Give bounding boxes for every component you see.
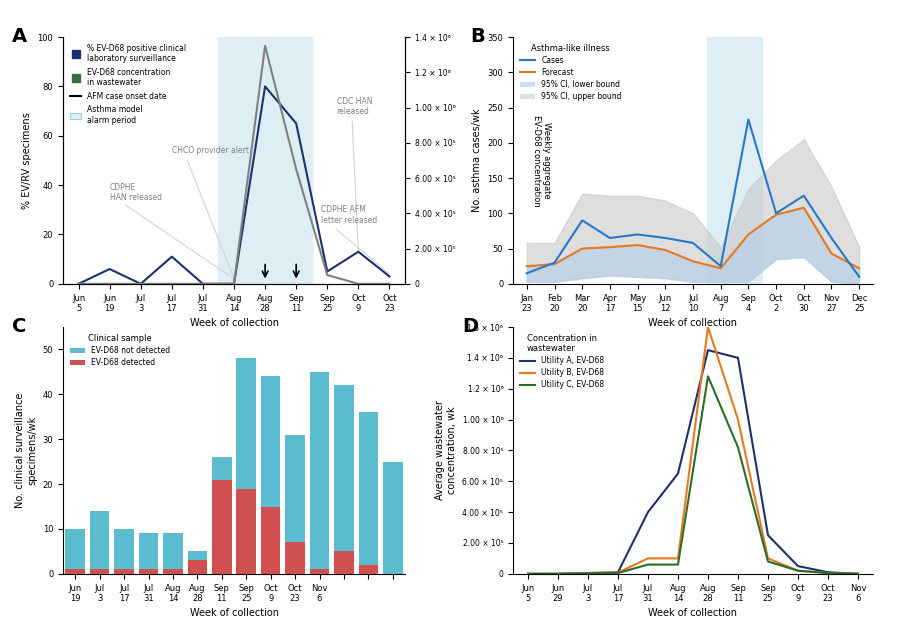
Utility A, EV-D68: [523, 570, 534, 578]
Text: CDPHE
HAN released: CDPHE HAN released: [110, 183, 162, 202]
Bar: [237, 358, 256, 489]
Utility C, EV-D68: [672, 561, 683, 568]
Bar: [139, 569, 158, 574]
Bar: [285, 435, 305, 542]
Utility C, EV-D68: [793, 567, 804, 574]
Utility B, EV-D68: [672, 555, 683, 562]
Bar: [90, 569, 110, 574]
Bar: [163, 534, 183, 569]
Utility B, EV-D68: [703, 323, 714, 331]
Utility B, EV-D68: [582, 569, 593, 577]
Utility C, EV-D68: [582, 569, 593, 577]
Utility A, EV-D68: [733, 354, 743, 362]
Utility C, EV-D68: [643, 561, 653, 568]
Y-axis label: No. clinical surveillance
specimens/wk: No. clinical surveillance specimens/wk: [15, 393, 37, 508]
Bar: [310, 372, 329, 569]
Bar: [219, 37, 311, 284]
Utility C, EV-D68: [613, 569, 624, 577]
Text: D: D: [463, 317, 479, 336]
Bar: [285, 542, 305, 574]
Y-axis label: % EV/RV specimens: % EV/RV specimens: [22, 112, 32, 209]
Bar: [212, 479, 231, 574]
Line: Utility A, EV-D68: Utility A, EV-D68: [528, 350, 858, 574]
Text: A: A: [12, 27, 27, 46]
X-axis label: Week of collection: Week of collection: [190, 608, 278, 617]
Utility B, EV-D68: [733, 416, 743, 423]
Bar: [66, 569, 85, 574]
Bar: [114, 569, 134, 574]
X-axis label: Week of collection: Week of collection: [649, 318, 737, 328]
Utility B, EV-D68: [852, 570, 863, 578]
Utility C, EV-D68: [733, 444, 743, 451]
Utility C, EV-D68: [523, 570, 534, 578]
Text: CDPHE AFM
letter released: CDPHE AFM letter released: [321, 205, 377, 225]
Bar: [187, 560, 207, 574]
Utility B, EV-D68: [613, 569, 624, 576]
Legend: EV-D68 not detected, EV-D68 detected: EV-D68 not detected, EV-D68 detected: [67, 331, 174, 370]
Utility A, EV-D68: [613, 569, 624, 576]
Bar: [358, 565, 378, 574]
Utility C, EV-D68: [852, 570, 863, 578]
Bar: [310, 569, 329, 574]
Utility B, EV-D68: [523, 570, 534, 578]
X-axis label: Week of collection: Week of collection: [649, 608, 737, 617]
Y-axis label: Average wastewater
concentration, wk: Average wastewater concentration, wk: [436, 400, 457, 500]
Legend: Utility A, EV-D68, Utility B, EV-D68, Utility C, EV-D68: Utility A, EV-D68, Utility B, EV-D68, Ut…: [517, 331, 608, 392]
Bar: [358, 412, 378, 565]
Utility B, EV-D68: [643, 555, 653, 562]
Bar: [212, 457, 231, 479]
Bar: [163, 569, 183, 574]
Bar: [139, 534, 158, 569]
Utility B, EV-D68: [793, 567, 804, 574]
Bar: [261, 376, 281, 507]
Utility A, EV-D68: [553, 570, 563, 578]
Y-axis label: Weekly aggregate
EV-D68 concentration: Weekly aggregate EV-D68 concentration: [532, 115, 552, 206]
X-axis label: Week of collection: Week of collection: [190, 318, 278, 328]
Utility A, EV-D68: [643, 508, 653, 516]
Text: B: B: [470, 27, 484, 46]
Bar: [237, 489, 256, 574]
Bar: [66, 529, 85, 569]
Utility A, EV-D68: [703, 347, 714, 354]
Bar: [334, 386, 354, 552]
Line: Utility C, EV-D68: Utility C, EV-D68: [528, 376, 858, 574]
Utility C, EV-D68: [823, 569, 833, 577]
Text: CDC HAN
released: CDC HAN released: [337, 97, 372, 116]
Line: Utility B, EV-D68: Utility B, EV-D68: [528, 327, 858, 574]
Bar: [383, 462, 402, 574]
Text: C: C: [12, 317, 26, 336]
Bar: [261, 507, 281, 574]
Bar: [187, 552, 207, 560]
Utility C, EV-D68: [553, 570, 563, 578]
Bar: [334, 552, 354, 574]
Utility C, EV-D68: [762, 558, 773, 565]
Utility A, EV-D68: [823, 569, 833, 576]
Utility A, EV-D68: [672, 470, 683, 478]
Bar: [90, 511, 110, 569]
Utility B, EV-D68: [823, 569, 833, 577]
Utility A, EV-D68: [582, 569, 593, 577]
Utility B, EV-D68: [553, 570, 563, 578]
Utility A, EV-D68: [762, 532, 773, 539]
Utility B, EV-D68: [762, 555, 773, 562]
Text: CHCO provider alert: CHCO provider alert: [172, 146, 248, 155]
Utility C, EV-D68: [703, 373, 714, 380]
Legend: Cases, Forecast, 95% CI, lower bound, 95% CI, upper bound: Cases, Forecast, 95% CI, lower bound, 95…: [517, 41, 625, 104]
Y-axis label: No. asthma cases/wk: No. asthma cases/wk: [472, 109, 482, 212]
Bar: [114, 529, 134, 569]
Bar: [706, 37, 762, 284]
Legend: % EV-D68 positive clinical
laboratory surveillance, EV-D68 concentration
in wast: % EV-D68 positive clinical laboratory su…: [67, 41, 190, 128]
Utility A, EV-D68: [852, 570, 863, 578]
Utility A, EV-D68: [793, 563, 804, 570]
